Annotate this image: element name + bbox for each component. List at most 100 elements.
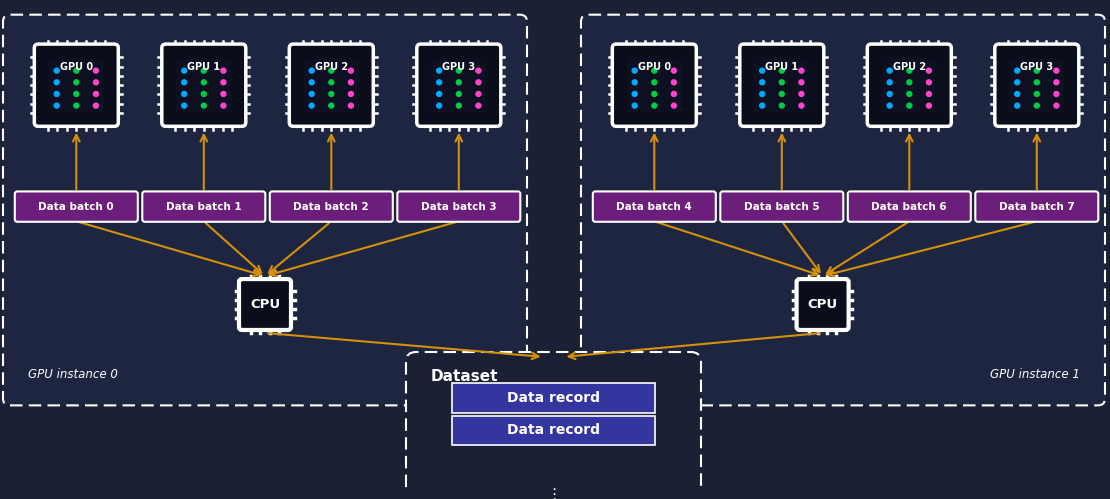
Circle shape (779, 80, 785, 85)
Circle shape (1035, 103, 1039, 108)
Circle shape (476, 80, 481, 85)
Circle shape (329, 80, 334, 85)
Circle shape (1015, 91, 1020, 96)
Text: Data batch 3: Data batch 3 (421, 202, 496, 212)
Text: GPU 2: GPU 2 (892, 62, 926, 72)
Circle shape (927, 68, 931, 73)
FancyBboxPatch shape (627, 58, 682, 112)
Circle shape (436, 68, 442, 73)
Circle shape (93, 91, 99, 96)
FancyBboxPatch shape (290, 44, 373, 126)
Circle shape (1035, 68, 1039, 73)
Circle shape (907, 91, 911, 96)
Text: GPU 1: GPU 1 (188, 62, 221, 72)
FancyBboxPatch shape (613, 44, 696, 126)
Circle shape (633, 80, 637, 85)
Circle shape (93, 103, 99, 108)
Text: Data batch 0: Data batch 0 (39, 202, 114, 212)
Circle shape (759, 103, 765, 108)
Circle shape (1053, 68, 1059, 73)
Circle shape (54, 80, 59, 85)
Circle shape (907, 80, 911, 85)
FancyBboxPatch shape (452, 383, 655, 413)
Circle shape (652, 68, 657, 73)
FancyBboxPatch shape (304, 58, 359, 112)
Circle shape (93, 68, 99, 73)
Text: Data record: Data record (507, 391, 601, 405)
Circle shape (799, 103, 804, 108)
FancyBboxPatch shape (406, 352, 702, 499)
FancyBboxPatch shape (397, 192, 521, 222)
FancyBboxPatch shape (581, 14, 1104, 405)
Circle shape (672, 91, 676, 96)
FancyBboxPatch shape (142, 192, 265, 222)
Text: Data batch 5: Data batch 5 (744, 202, 819, 212)
Circle shape (1035, 91, 1039, 96)
FancyBboxPatch shape (416, 44, 501, 126)
FancyBboxPatch shape (49, 58, 103, 112)
Circle shape (887, 103, 892, 108)
Circle shape (182, 91, 186, 96)
Circle shape (1053, 80, 1059, 85)
Text: Data batch 6: Data batch 6 (871, 202, 947, 212)
Circle shape (1015, 103, 1020, 108)
Circle shape (652, 80, 657, 85)
Text: CPU: CPU (250, 298, 280, 311)
Circle shape (221, 68, 226, 73)
Circle shape (310, 103, 314, 108)
Circle shape (54, 103, 59, 108)
Circle shape (1053, 91, 1059, 96)
FancyBboxPatch shape (239, 279, 291, 330)
Circle shape (476, 68, 481, 73)
Circle shape (221, 91, 226, 96)
Circle shape (759, 68, 765, 73)
Text: GPU instance 0: GPU instance 0 (28, 368, 118, 381)
Circle shape (799, 80, 804, 85)
Circle shape (652, 91, 657, 96)
Circle shape (887, 91, 892, 96)
Circle shape (436, 91, 442, 96)
Circle shape (1015, 80, 1020, 85)
FancyBboxPatch shape (867, 44, 951, 126)
Circle shape (310, 80, 314, 85)
Circle shape (329, 103, 334, 108)
FancyBboxPatch shape (593, 192, 716, 222)
Circle shape (73, 91, 79, 96)
Circle shape (633, 103, 637, 108)
Circle shape (672, 80, 676, 85)
FancyBboxPatch shape (755, 58, 809, 112)
Circle shape (349, 91, 353, 96)
Circle shape (310, 68, 314, 73)
FancyBboxPatch shape (797, 279, 849, 330)
FancyBboxPatch shape (739, 44, 824, 126)
Circle shape (201, 103, 206, 108)
Circle shape (329, 68, 334, 73)
FancyBboxPatch shape (720, 192, 844, 222)
Text: GPU 3: GPU 3 (1020, 62, 1053, 72)
Text: CPU: CPU (808, 298, 838, 311)
Circle shape (456, 91, 462, 96)
Circle shape (436, 103, 442, 108)
Circle shape (93, 80, 99, 85)
Circle shape (927, 91, 931, 96)
Circle shape (456, 103, 462, 108)
Text: GPU 0: GPU 0 (638, 62, 670, 72)
Circle shape (927, 80, 931, 85)
Circle shape (201, 91, 206, 96)
FancyBboxPatch shape (882, 58, 937, 112)
Text: Dataset: Dataset (431, 369, 498, 384)
Circle shape (349, 68, 353, 73)
Circle shape (672, 103, 676, 108)
Circle shape (799, 68, 804, 73)
Text: GPU instance 1: GPU instance 1 (990, 368, 1080, 381)
Circle shape (436, 80, 442, 85)
Circle shape (779, 68, 785, 73)
Circle shape (633, 91, 637, 96)
Circle shape (221, 80, 226, 85)
Circle shape (201, 80, 206, 85)
FancyBboxPatch shape (176, 58, 231, 112)
FancyBboxPatch shape (452, 416, 655, 445)
FancyBboxPatch shape (3, 14, 527, 405)
Circle shape (887, 68, 892, 73)
Circle shape (349, 80, 353, 85)
